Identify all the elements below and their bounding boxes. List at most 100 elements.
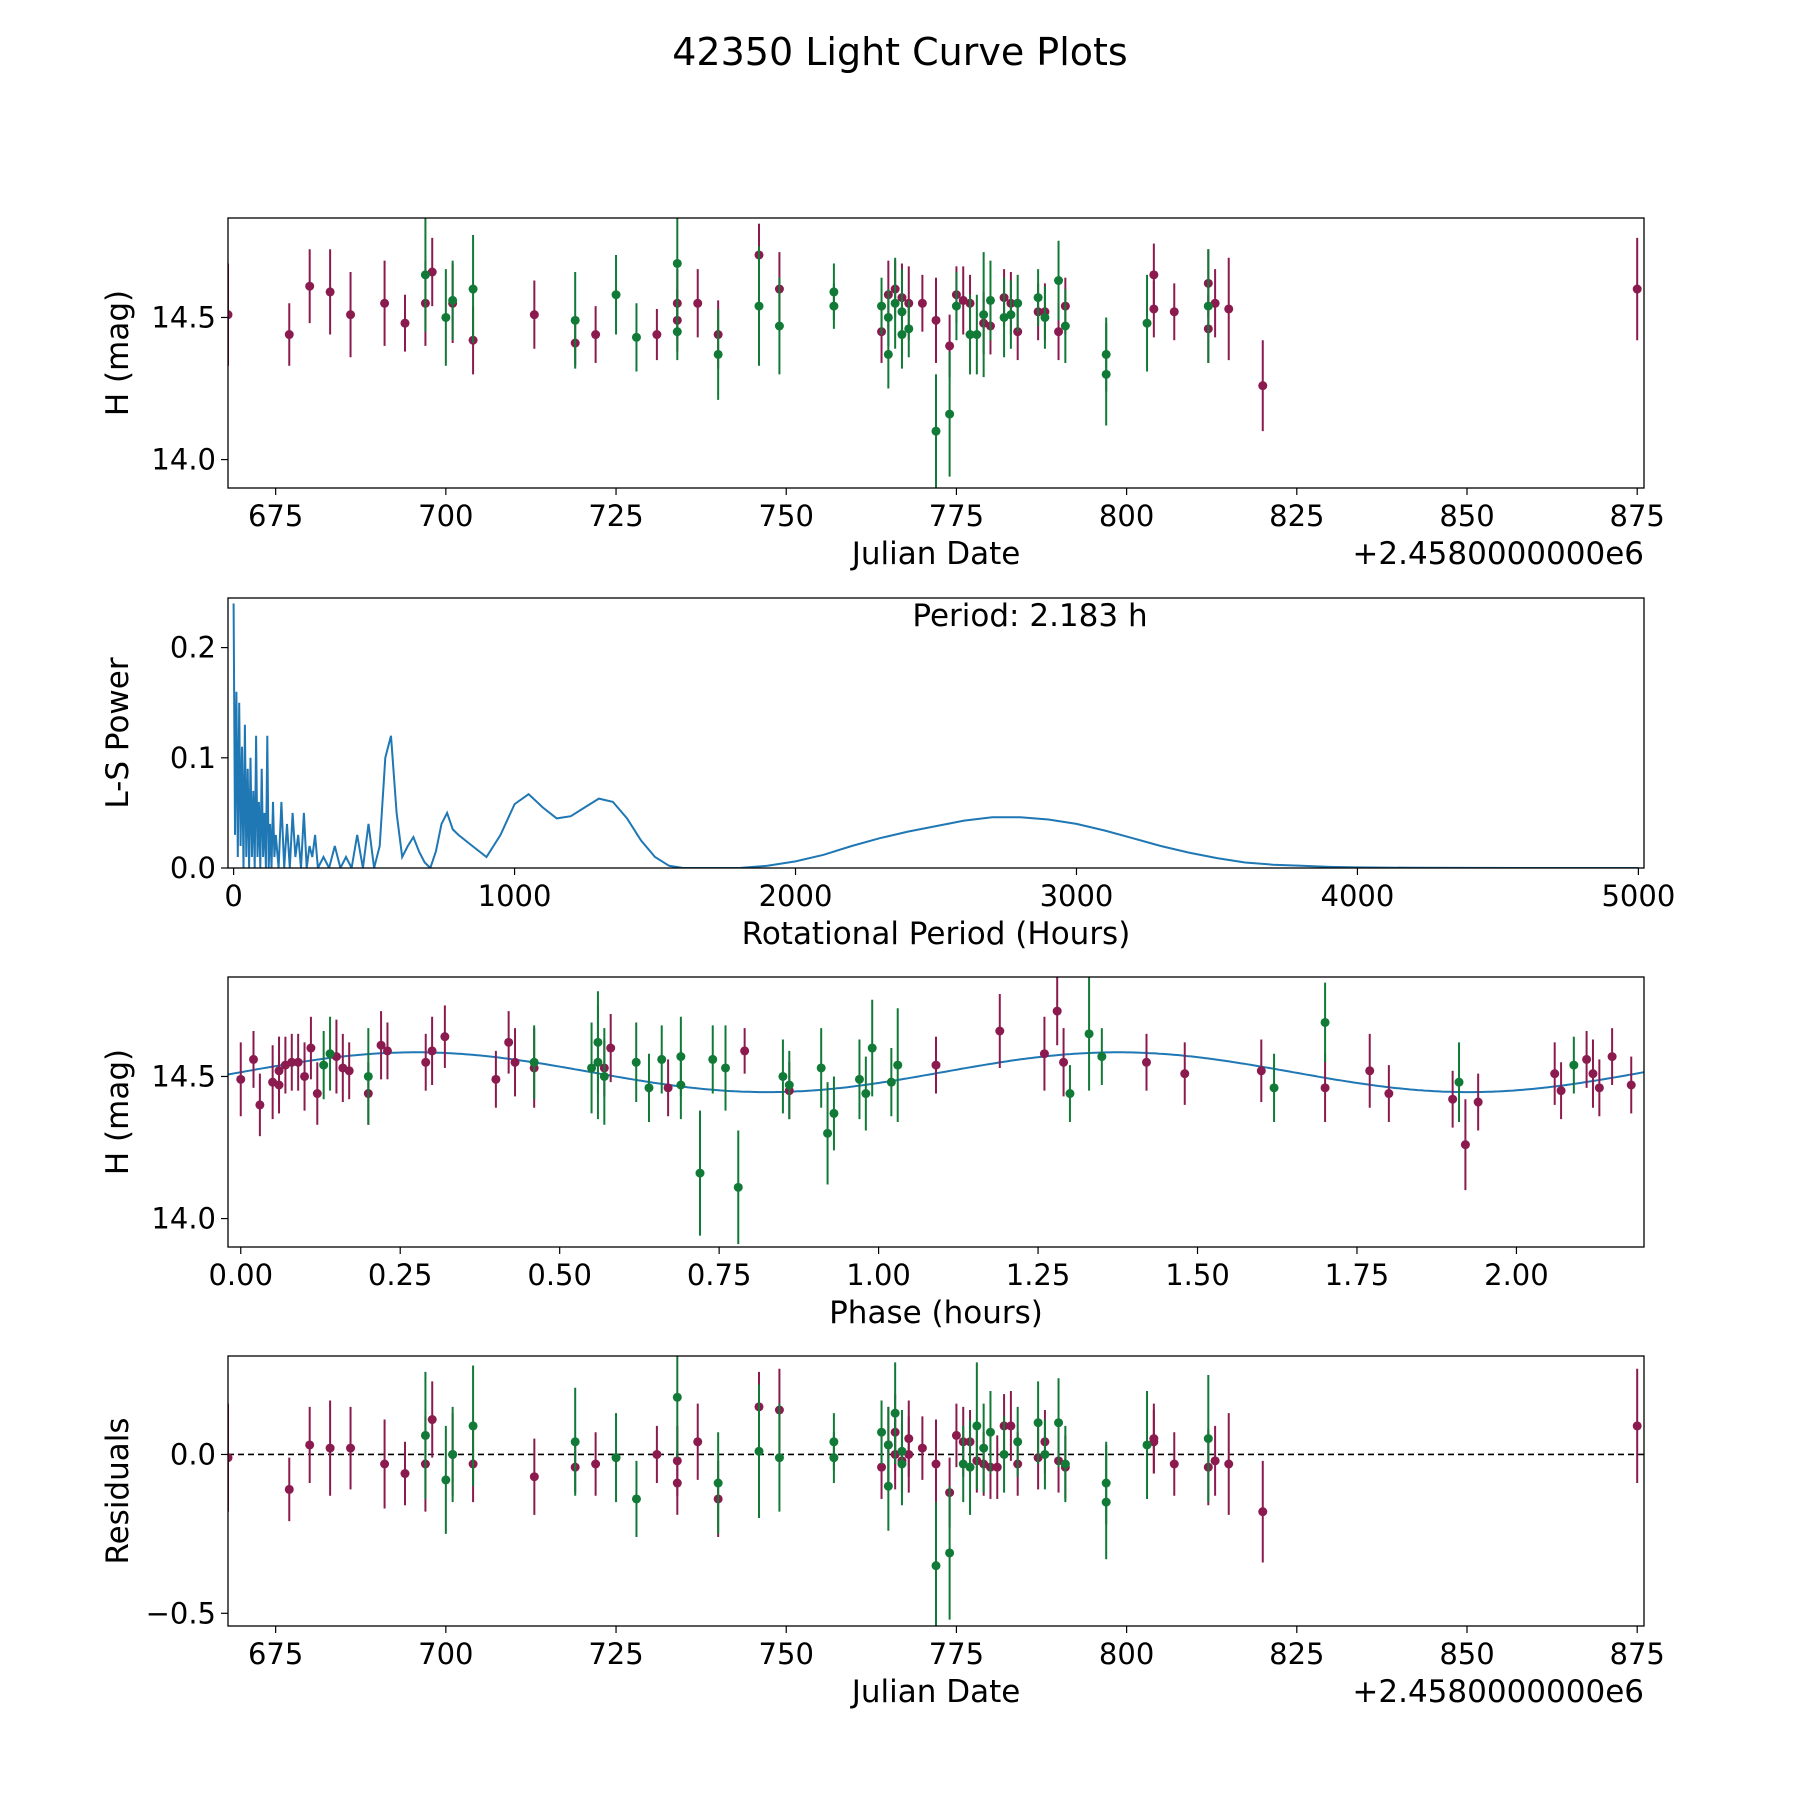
marker — [420, 270, 430, 280]
data-point-green — [965, 294, 975, 375]
data-point-green — [754, 1384, 764, 1518]
marker — [740, 1046, 750, 1056]
data-point-magenta — [305, 1406, 315, 1484]
data-point-magenta — [1588, 1039, 1598, 1108]
data-point-magenta — [1384, 1065, 1394, 1122]
data-point-magenta — [1169, 1432, 1179, 1496]
marker — [1588, 1069, 1598, 1079]
data-point-green — [829, 1076, 839, 1151]
marker — [529, 1057, 539, 1067]
marker — [778, 1071, 788, 1081]
data-point-magenta — [917, 274, 927, 332]
x-tick-label: 0.75 — [687, 1258, 752, 1292]
data-point-green — [672, 303, 682, 361]
marker — [951, 1430, 961, 1440]
data-point-magenta — [236, 1042, 246, 1117]
marker — [631, 1494, 641, 1504]
data-point-green — [611, 1413, 621, 1503]
data-point-magenta — [305, 249, 315, 324]
data-point-green — [1065, 1065, 1075, 1122]
marker — [829, 301, 839, 311]
data-point-magenta — [491, 1050, 501, 1108]
data-point-magenta — [1550, 1042, 1560, 1105]
marker — [1320, 1017, 1330, 1027]
data-point-magenta — [1180, 1042, 1190, 1105]
data-point-magenta — [1258, 340, 1268, 432]
marker — [992, 1462, 1002, 1472]
x-tick-label: 2.00 — [1484, 1258, 1549, 1292]
data-point-magenta — [652, 308, 662, 361]
marker — [1460, 1140, 1470, 1150]
data-point-green — [823, 1082, 833, 1185]
data-point-magenta — [249, 1031, 259, 1088]
data-point-green — [945, 351, 955, 477]
data-point-magenta — [346, 1406, 356, 1490]
data-point-green — [1013, 1406, 1023, 1477]
data-point-magenta — [1607, 1028, 1617, 1085]
data-point-green — [816, 1028, 826, 1108]
marker — [754, 301, 764, 311]
data-point-magenta — [1210, 1425, 1220, 1496]
data-point-green — [1033, 1381, 1043, 1464]
data-point-magenta — [1632, 237, 1642, 341]
data-point-green — [1054, 240, 1064, 321]
data-point-green — [867, 999, 877, 1097]
marker — [1365, 1066, 1375, 1076]
panel-ls: 0 1000 2000 3000 4000 5000 0.0 0.1 0.2 Rotational… — [100, 597, 1675, 952]
marker — [1059, 1057, 1069, 1067]
marker — [877, 1427, 887, 1437]
marker — [1149, 1434, 1159, 1444]
y-axis-label: H (mag) — [100, 290, 136, 416]
marker — [672, 327, 682, 337]
data-point-magenta — [931, 1419, 941, 1509]
marker — [376, 1040, 386, 1050]
x-tick-label: 850 — [1439, 499, 1494, 533]
data-point-green — [672, 218, 682, 318]
marker — [1384, 1089, 1394, 1099]
marker — [228, 1453, 233, 1463]
data-point-magenta — [1006, 1390, 1016, 1461]
marker — [593, 1057, 603, 1067]
data-point-green — [1269, 1053, 1279, 1122]
figure-title: 42350 Light Curve Plots — [672, 30, 1128, 74]
data-point-magenta — [1224, 1413, 1234, 1515]
data-point-green — [951, 272, 961, 341]
marker — [1097, 1052, 1107, 1062]
marker — [1040, 312, 1050, 322]
marker — [1101, 1497, 1111, 1507]
x-tick-label: 0.00 — [208, 1258, 273, 1292]
marker — [284, 1484, 294, 1494]
data-point-magenta — [1059, 1028, 1069, 1097]
data-point-green — [325, 1016, 335, 1091]
data-point-magenta — [274, 1036, 284, 1105]
data-point-magenta — [510, 1028, 520, 1097]
y-tick-label: 14.5 — [151, 300, 216, 334]
marker — [319, 1060, 329, 1070]
data-point-magenta — [1582, 1031, 1592, 1088]
data-point-green — [877, 277, 887, 335]
data-point-green — [1569, 1036, 1579, 1094]
data-point-magenta — [380, 260, 390, 346]
axes-frame — [227, 976, 1645, 1248]
data-point-green — [1101, 1444, 1111, 1560]
data-point-green — [1320, 982, 1330, 1063]
marker — [904, 1434, 914, 1444]
marker — [249, 1054, 259, 1064]
marker — [1626, 1080, 1636, 1090]
marker — [1269, 1083, 1279, 1093]
data-point-magenta — [400, 1441, 410, 1506]
data-point-magenta — [1448, 1070, 1458, 1128]
y-tick-label: 0.0 — [170, 851, 216, 885]
data-point-green — [854, 1039, 864, 1120]
y-tick-label: 14.5 — [151, 1059, 216, 1093]
x-tick-label: 775 — [929, 1637, 984, 1671]
marker — [441, 1475, 451, 1485]
marker — [1040, 1449, 1050, 1459]
y-tick-label: 0.0 — [170, 1437, 216, 1471]
marker — [1084, 1029, 1094, 1039]
data-point-magenta — [306, 1016, 316, 1080]
marker — [972, 330, 982, 340]
data-point-green — [695, 1110, 705, 1236]
period-annotation: Period: 2.183 h — [912, 598, 1147, 634]
marker — [754, 1446, 764, 1456]
